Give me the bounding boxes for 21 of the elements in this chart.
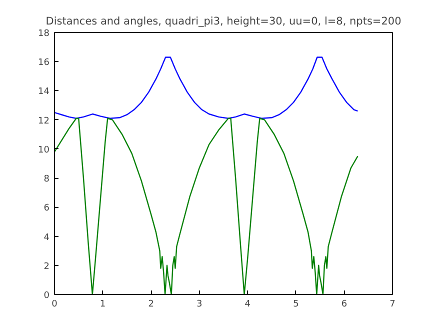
y-tick-label: 10 bbox=[38, 145, 50, 156]
y-tick-label: 0 bbox=[44, 291, 50, 301]
x-tick-label: 6 bbox=[341, 300, 348, 310]
line-series bbox=[54, 56, 358, 119]
y-tick-label: 2 bbox=[44, 262, 50, 272]
x-tick-label: 5 bbox=[293, 300, 299, 310]
y-tick-label: 12 bbox=[38, 116, 50, 126]
chart-title: Distances and angles, quadri_pi3, height=30, uu=0, l=8, npts=200 bbox=[46, 16, 402, 28]
x-tick-label: 2 bbox=[148, 300, 154, 310]
x-tick-label: 7 bbox=[390, 300, 396, 310]
y-tick-label: 6 bbox=[44, 204, 50, 214]
y-tick-label: 18 bbox=[38, 29, 50, 39]
x-tick-label: 3 bbox=[196, 300, 202, 310]
y-tick-label: 14 bbox=[38, 87, 50, 98]
y-tick-label: 4 bbox=[44, 232, 50, 243]
y-tick-label: 16 bbox=[38, 58, 50, 68]
x-tick-label: 1 bbox=[100, 300, 106, 310]
x-tick-label: 4 bbox=[244, 300, 251, 310]
y-tick-label: 8 bbox=[44, 174, 50, 185]
line-series bbox=[54, 118, 358, 294]
x-tick-label: 0 bbox=[52, 300, 58, 310]
